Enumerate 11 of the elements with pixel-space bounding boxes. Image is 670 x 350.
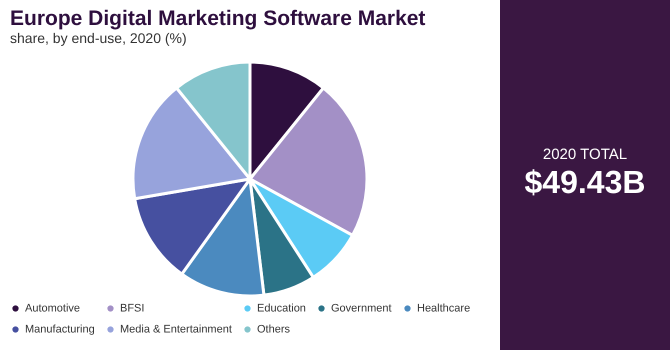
legend-label: Healthcare	[417, 302, 470, 314]
chart-title: Europe Digital Marketing Software Market	[10, 7, 426, 30]
legend-label: BFSI	[120, 302, 144, 314]
legend-label: Manufacturing	[25, 324, 95, 336]
legend-label: Education	[257, 302, 306, 314]
legend-label: Automotive	[25, 302, 80, 314]
legend-label: Others	[257, 324, 291, 336]
side-panel: 2020 TOTAL $49.43B	[500, 0, 670, 350]
legend-label: Media & Entertainment	[120, 324, 232, 336]
chart-subtitle: share, by end-use, 2020 (%)	[10, 30, 187, 46]
legend-label: Government	[331, 302, 392, 314]
